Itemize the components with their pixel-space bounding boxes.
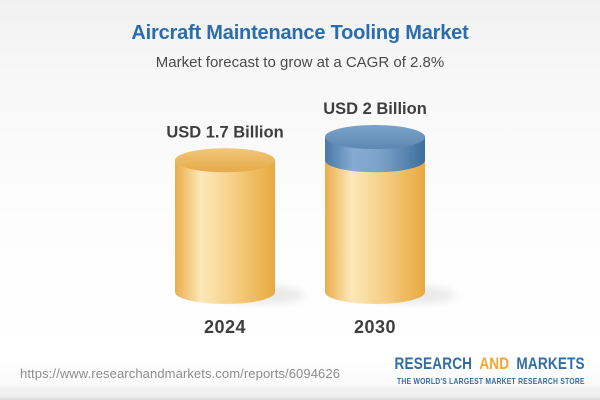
- base-segment-body: [175, 160, 275, 292]
- value-label: USD 1.7 Billion: [166, 123, 283, 141]
- base-segment-top: [175, 148, 275, 173]
- research-and-markets-logo: RESEARCH AND MARKETS THE WORLD'S LARGEST…: [347, 354, 585, 386]
- value-label: USD 2 Billion: [323, 100, 427, 118]
- category-label: 2030: [354, 317, 396, 337]
- logo-tagline: THE WORLD'S LARGEST MARKET RESEARCH STOR…: [397, 376, 585, 386]
- growth-segment-top: [325, 125, 425, 149]
- footer: https://www.researchandmarkets.com/repor…: [0, 350, 600, 388]
- logo-word-markets: MARKETS: [516, 354, 585, 373]
- category-label: 2024: [204, 317, 246, 337]
- cylinder-2024: [175, 148, 305, 304]
- report-url: https://www.researchandmarkets.com/repor…: [20, 366, 341, 381]
- chart-title: Aircraft Maintenance Tooling Market: [131, 22, 469, 44]
- cylinder-2030: [325, 125, 455, 304]
- logo-word-research: RESEARCH: [394, 354, 473, 373]
- logo-wordmark: RESEARCH AND MARKETS: [395, 354, 585, 374]
- base-segment-body: [325, 160, 425, 292]
- chart-subtitle: Market forecast to grow at a CAGR of 2.8…: [155, 54, 445, 71]
- logo-word-and: AND: [479, 354, 510, 373]
- chart-header: Aircraft Maintenance Tooling Market Mark…: [0, 0, 600, 71]
